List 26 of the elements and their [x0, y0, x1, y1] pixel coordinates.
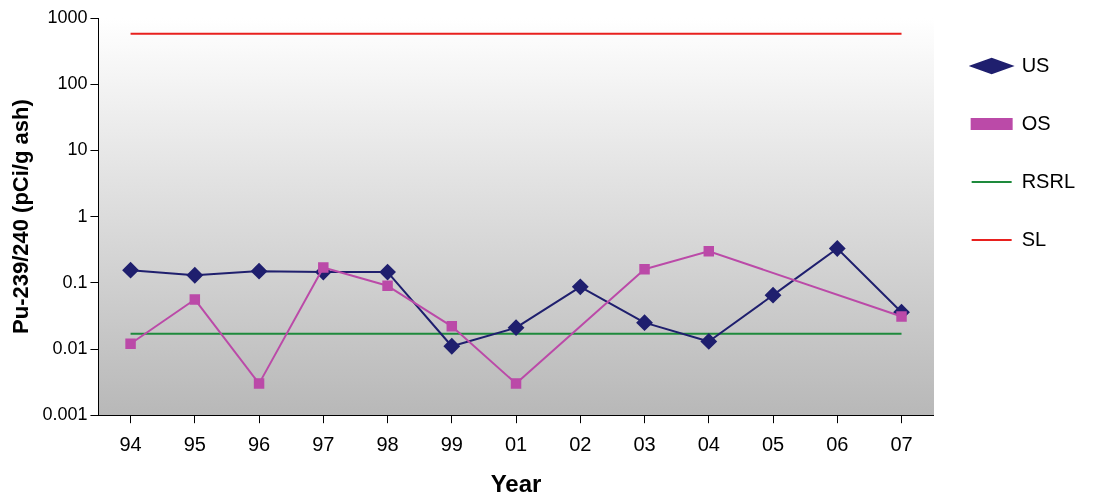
x-tick-label: 98	[376, 432, 399, 455]
x-tick-label: 01	[504, 432, 528, 455]
x-axis-title: Year	[490, 470, 542, 498]
x-tick-label: 03	[633, 432, 656, 455]
y-tick-label: 1000	[47, 6, 88, 27]
y-tick-label: 0.1	[62, 271, 88, 292]
x-tick-label: 06	[826, 432, 849, 455]
x-tick-label: 05	[761, 432, 785, 455]
y-tick-label: 0.01	[52, 337, 88, 358]
legend-label: OS	[1021, 111, 1051, 134]
x-tick-label: 96	[247, 432, 271, 455]
x-tick-label: 04	[697, 432, 720, 455]
y-tick-label: 100	[57, 73, 88, 94]
x-tick-label: 94	[119, 432, 142, 455]
legend-label: RSRL	[1021, 169, 1076, 192]
x-tick-label: 97	[312, 432, 335, 455]
legend-label: SL	[1021, 227, 1047, 250]
x-tick-label: 95	[183, 432, 206, 455]
legend-label: US	[1021, 53, 1050, 76]
x-tick-label: 02	[569, 432, 592, 455]
y-tick-label: 0.001	[42, 404, 88, 425]
y-tick-label: 1	[77, 205, 88, 226]
y-tick-label: 10	[67, 139, 88, 160]
y-axis-title: Pu-239/240 (pCi/g ash)	[8, 99, 34, 334]
x-tick-label: 07	[890, 432, 913, 455]
x-tick-label: 99	[440, 432, 463, 455]
